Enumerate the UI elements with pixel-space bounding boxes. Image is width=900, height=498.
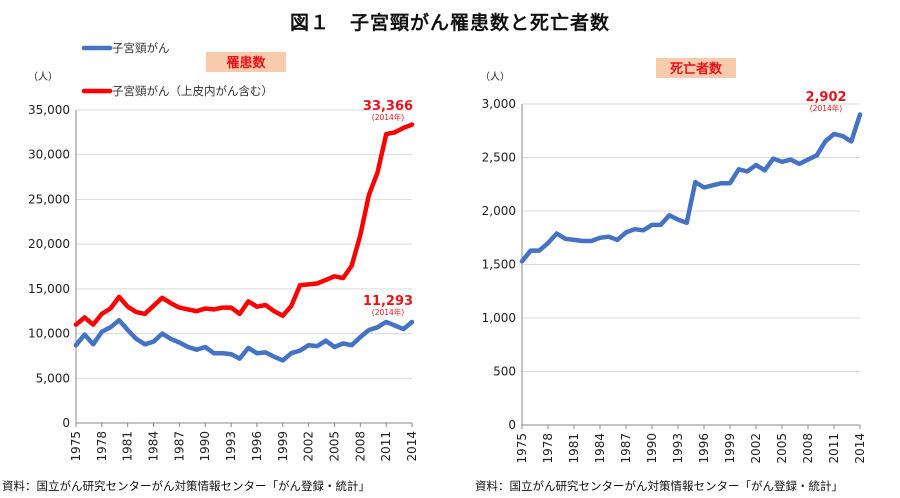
y-tick-label: 3,000: [482, 97, 516, 111]
unit-label: （人）: [28, 71, 58, 83]
series-line-1: [73, 317, 415, 363]
y-tick-label: 15,000: [28, 282, 70, 296]
y-tick-label: 2,500: [482, 151, 516, 165]
x-tick-label: 2011: [827, 433, 841, 464]
x-tick-label: 2002: [749, 433, 763, 464]
x-tick-label: 1984: [593, 433, 607, 464]
x-tick-label: 1981: [121, 431, 135, 462]
x-tick-label: 1999: [276, 431, 290, 462]
value-annotation: 33,366: [363, 99, 413, 114]
x-tick-label: 1987: [172, 431, 186, 462]
page-title: 図１ 子宮頸がん罹患数と死亡者数: [289, 12, 610, 34]
y-tick-label: 30,000: [28, 148, 70, 162]
x-tick-label: 2005: [775, 433, 789, 464]
panel-label: 死亡者数: [670, 61, 723, 77]
x-tick-label: 2014: [853, 433, 867, 464]
x-tick-label: 1975: [69, 431, 83, 462]
value-annotation-year: (2014年): [810, 103, 843, 113]
value-annotation: 2,902: [805, 90, 846, 105]
x-tick-label: 1975: [515, 433, 529, 464]
legend-label-1: 子宮頸がん: [112, 41, 170, 55]
x-tick-label: 2011: [379, 431, 393, 462]
y-tick-label: 5,000: [36, 371, 70, 385]
y-tick-label: 500: [493, 365, 516, 379]
panel-label-bg: [206, 52, 286, 72]
x-tick-label: 2002: [302, 431, 316, 462]
y-tick-label: 20,000: [28, 237, 70, 251]
x-tick-label: 2008: [801, 433, 815, 464]
x-tick-label: 1996: [697, 433, 711, 464]
y-tick-label: 2,000: [482, 204, 516, 218]
series-line-2: [73, 122, 415, 327]
source-note-left: 資料：国立がん研究センターがん対策情報センター「がん登録・統計」: [2, 479, 370, 493]
legend-label-2: 子宮頸がん（上皮内がん含む）: [112, 84, 273, 98]
incidence-chart: 0 5,000 10,000 15,000 20,000 25,000 30,000 35,0…: [28, 41, 419, 462]
x-tick-label: 2014: [405, 431, 419, 462]
x-tick-label: 1999: [723, 433, 737, 464]
x-tick-label: 1978: [95, 431, 109, 462]
x-tick-label: 2008: [353, 431, 367, 462]
x-tick-label: 1990: [645, 433, 659, 464]
y-tick-label: 0: [508, 418, 516, 432]
series-line-1: [519, 112, 863, 264]
y-tick-label: 25,000: [28, 192, 70, 206]
source-note-right: 資料：国立がん研究センターがん対策情報センター「がん登録・統計」: [475, 479, 843, 493]
x-tick-label: 1981: [567, 433, 581, 464]
x-tick-label: 1990: [198, 431, 212, 462]
value-annotation-year: (2014年): [372, 112, 405, 122]
y-tick-label: 1,000: [482, 311, 516, 325]
x-tick-label: 1996: [250, 431, 264, 462]
y-tick-label: 1,500: [482, 258, 516, 272]
y-tick-label: 0: [62, 416, 70, 430]
x-tick-label: 1978: [541, 433, 555, 464]
deaths-chart: 0 500 1,000 1,500 2,000 2,500 3,000 1975 1978 198…: [480, 58, 867, 464]
value-annotation: 11,293: [363, 294, 413, 309]
y-tick-label: 35,000: [28, 103, 70, 117]
y-tick-label: 10,000: [28, 327, 70, 341]
x-tick-label: 1984: [147, 431, 161, 462]
x-tick-label: 1993: [671, 433, 685, 464]
x-tick-label: 1993: [224, 431, 238, 462]
value-annotation-year: (2014年): [372, 307, 405, 317]
x-tick-label: 2005: [327, 431, 341, 462]
panel-label-bg: [656, 58, 736, 78]
panel-label: 罹患数: [226, 55, 266, 71]
unit-label: （人）: [480, 71, 510, 83]
x-tick-label: 1987: [619, 433, 633, 464]
